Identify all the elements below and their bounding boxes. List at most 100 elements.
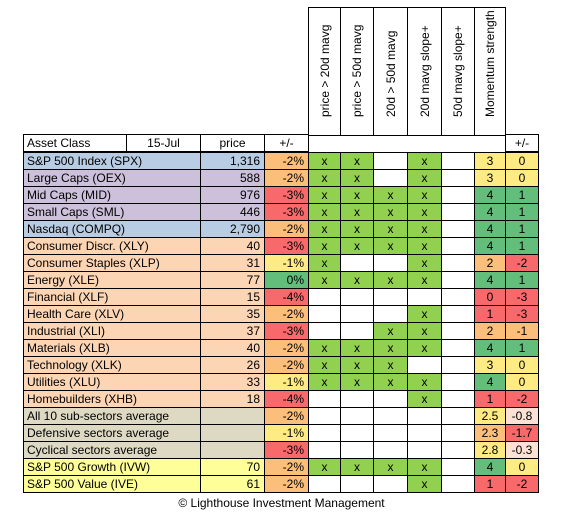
asset-change: -3% [264, 203, 309, 221]
criteria-check: x [340, 458, 374, 476]
momentum-change: 0 [505, 356, 539, 374]
criteria-check [441, 356, 475, 374]
criteria-check [308, 441, 341, 459]
criteria-check [441, 441, 475, 459]
header-price: price [200, 134, 265, 152]
asset-price [200, 441, 265, 459]
criteria-check [373, 305, 408, 323]
criteria-check [373, 288, 408, 306]
asset-change: -2% [264, 305, 309, 323]
momentum-change: 1 [505, 203, 539, 221]
criteria-check [441, 203, 475, 221]
criteria-check: x [340, 271, 374, 289]
asset-name: S&P 500 Index (SPX) [23, 152, 201, 170]
header-20d-gt-50d-label: 20d > 50d mavg [383, 30, 398, 117]
criteria-check [373, 475, 408, 493]
momentum-score: 4 [474, 458, 506, 476]
criteria-check [308, 390, 341, 408]
asset-change: -4% [264, 390, 309, 408]
criteria-check [441, 237, 475, 255]
asset-change: -2% [264, 339, 309, 357]
asset-name: Consumer Staples (XLP) [23, 254, 201, 272]
momentum-score: 4 [474, 237, 506, 255]
asset-change: -2% [264, 169, 309, 187]
momentum-change: 0 [505, 169, 539, 187]
criteria-check: x [407, 305, 442, 323]
asset-change: 0% [264, 271, 309, 289]
criteria-check [407, 288, 442, 306]
momentum-score: 0 [474, 288, 506, 306]
criteria-check: x [340, 373, 374, 391]
criteria-check: x [308, 271, 341, 289]
asset-price: 40 [200, 339, 265, 357]
momentum-score: 2 [474, 322, 506, 340]
criteria-check [340, 407, 374, 425]
asset-price: 15 [200, 288, 265, 306]
criteria-check [373, 407, 408, 425]
momentum-change: 1 [505, 271, 539, 289]
criteria-check [373, 254, 408, 272]
asset-price: 35 [200, 305, 265, 323]
asset-change: -2% [264, 152, 309, 170]
criteria-check [441, 305, 475, 323]
asset-price: 37 [200, 322, 265, 340]
criteria-check: x [407, 475, 442, 493]
criteria-check: x [308, 237, 341, 255]
asset-name: Utilities (XLU) [23, 373, 201, 391]
header-20d-gt-50d: 20d > 50d mavg [373, 7, 408, 136]
criteria-check: x [340, 152, 374, 170]
criteria-check: x [308, 458, 341, 476]
asset-price: 18 [200, 390, 265, 408]
criteria-check [441, 271, 475, 289]
asset-price: 33 [200, 373, 265, 391]
momentum-score: 2.5 [474, 407, 506, 425]
momentum-score: 4 [474, 373, 506, 391]
momentum-change: 0 [505, 458, 539, 476]
asset-price: 77 [200, 271, 265, 289]
asset-price [200, 424, 265, 442]
asset-name: Cyclical sectors average [23, 441, 201, 459]
momentum-change: -1.7 [505, 424, 539, 442]
header-50d-slope-label: 50d mavg slope+ [451, 25, 465, 117]
criteria-check: x [373, 203, 408, 221]
asset-name: Small Caps (SML) [23, 203, 201, 221]
criteria-check [340, 390, 374, 408]
momentum-change: 0 [505, 152, 539, 170]
criteria-check [441, 373, 475, 391]
criteria-check [308, 407, 341, 425]
criteria-check [441, 169, 475, 187]
criteria-check: x [308, 254, 341, 272]
criteria-check: x [308, 152, 341, 170]
asset-name: Homebuilders (XHB) [23, 390, 201, 408]
asset-change: -3% [264, 441, 309, 459]
header-date: 15-Jul [126, 134, 201, 152]
criteria-check: x [373, 237, 408, 255]
criteria-check: x [407, 390, 442, 408]
asset-price: 40 [200, 237, 265, 255]
momentum-score: 2.3 [474, 424, 506, 442]
criteria-check: x [308, 169, 341, 187]
criteria-check [441, 390, 475, 408]
header-asset-class: Asset Class [23, 134, 127, 152]
asset-change: -3% [264, 186, 309, 204]
criteria-check [441, 152, 475, 170]
asset-price: 31 [200, 254, 265, 272]
asset-price: 61 [200, 475, 265, 493]
asset-name: Large Caps (OEX) [23, 169, 201, 187]
asset-change: -1% [264, 424, 309, 442]
criteria-check: x [407, 254, 442, 272]
asset-price: 26 [200, 356, 265, 374]
criteria-check [441, 424, 475, 442]
momentum-score: 4 [474, 220, 506, 238]
momentum-score: 4 [474, 186, 506, 204]
criteria-check [340, 475, 374, 493]
header-momentum-strength: Momentum strength [474, 7, 506, 136]
criteria-check: x [340, 220, 374, 238]
criteria-check [407, 356, 442, 374]
criteria-check: x [340, 203, 374, 221]
asset-change: -3% [264, 322, 309, 340]
asset-name: Mid Caps (MID) [23, 186, 201, 204]
criteria-check: x [407, 458, 442, 476]
criteria-check: x [407, 271, 442, 289]
asset-price: 1,316 [200, 152, 265, 170]
